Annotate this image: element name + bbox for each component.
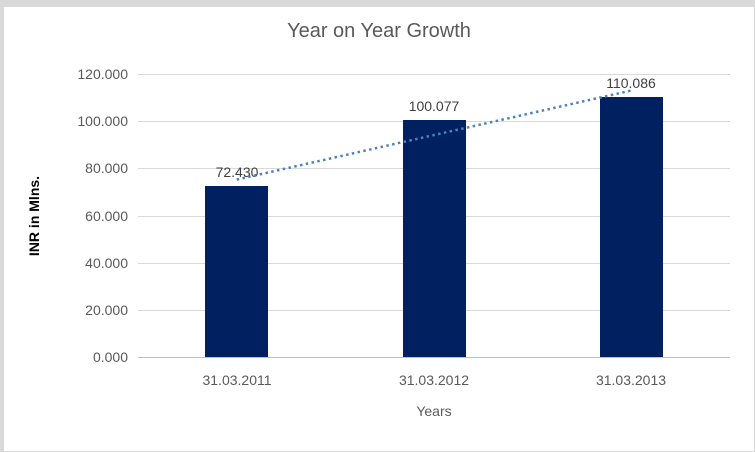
x-tick-label: 31.03.2011 <box>202 372 272 388</box>
data-label-2013: 110.086 <box>606 74 656 91</box>
data-label-2012: 100.077 <box>408 98 460 115</box>
x-axis-title: Years <box>416 403 452 419</box>
bar-2012 <box>403 120 466 357</box>
x-tick-label: 31.03.2012 <box>398 372 470 388</box>
y-tick-label: 60.000 <box>85 208 128 224</box>
chart-title: Year on Year Growth <box>287 20 471 42</box>
x-tick-label: 31.03.2013 <box>595 372 667 388</box>
plot-area: 72.430 100.077 110.086 <box>138 74 730 358</box>
bar-2011 <box>205 185 268 357</box>
y-tick-label: 40.000 <box>85 255 128 271</box>
gridline <box>138 74 730 75</box>
trendline <box>236 89 632 181</box>
y-tick-label: 80.000 <box>85 160 128 176</box>
y-tick-label: 0.000 <box>92 349 128 365</box>
y-tick-label: 120.000 <box>77 66 128 82</box>
chart-area: Year on Year Growth INR in Mlns. 120.000… <box>4 7 754 451</box>
y-axis-tick-labels: 120.000 100.000 80.000 60.000 40.000 20.… <box>4 66 128 365</box>
data-label-2011: 72.430 <box>215 163 259 180</box>
x-axis-tick-labels: 31.03.2011 31.03.2012 31.03.2013 <box>138 372 730 392</box>
y-tick-label: 100.000 <box>77 113 128 129</box>
x-axis-line <box>138 357 730 358</box>
bar-2013 <box>600 96 663 357</box>
y-tick-label: 20.000 <box>85 302 128 318</box>
